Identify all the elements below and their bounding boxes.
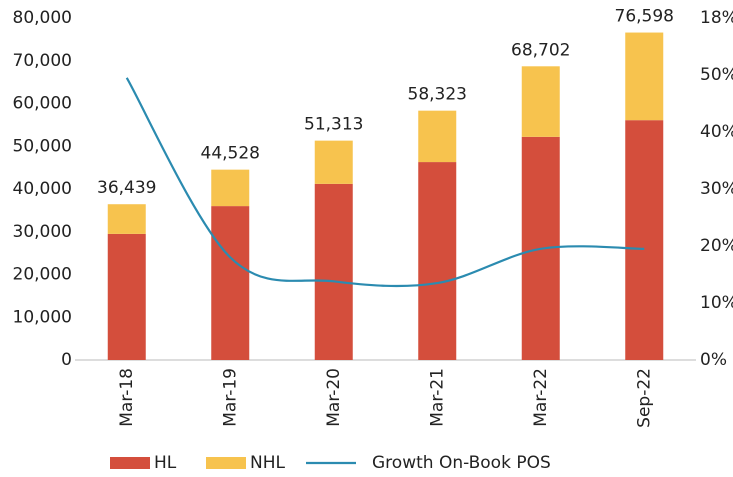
bar-segment (107, 204, 146, 234)
y-tick-label: 80,000 (13, 8, 72, 28)
line (125, 77, 645, 288)
total-label: 36,439 (97, 178, 156, 198)
x-tick-label: Mar-20 (324, 368, 344, 427)
bar-segment (211, 169, 250, 207)
y-tick-label: 40,000 (13, 179, 72, 199)
bar-segment (314, 183, 353, 360)
y2-tick-label: 0% (700, 350, 727, 370)
y2-tick-label: 10% (700, 293, 733, 313)
bar-segment (418, 110, 457, 163)
legend-label: Growth On-Book POS (372, 453, 551, 473)
x-tick-label: Sep-22 (634, 368, 654, 428)
y2-tick-label: 20% (700, 236, 733, 256)
y2-tick-label: 30% (700, 179, 733, 199)
x-tick-label: Mar-21 (427, 368, 447, 427)
y2-tick-label: 50% (700, 65, 733, 85)
y-tick-label: 50,000 (13, 136, 72, 156)
bar-segment (521, 66, 560, 137)
y2-tick-label: 40% (700, 122, 733, 142)
legend-swatch (206, 457, 246, 469)
legend-label: NHL (250, 453, 286, 473)
legend-swatch (110, 457, 150, 469)
total-label: 76,598 (615, 7, 674, 27)
y-tick-label: 60,000 (13, 94, 72, 114)
bar-segment (211, 206, 250, 360)
bar-segment (625, 120, 664, 360)
y-tick-label: 10,000 (13, 307, 72, 327)
total-label: 51,313 (304, 115, 363, 135)
y2-tick-label: 18% (700, 8, 733, 28)
legend-label: HL (154, 453, 177, 473)
x-tick-label: Mar-18 (117, 368, 137, 427)
total-label: 58,323 (408, 85, 467, 105)
y-tick-label: 70,000 (13, 51, 72, 71)
y-tick-label: 30,000 (13, 222, 72, 242)
y-tick-label: 20,000 (13, 265, 72, 285)
bar-segment (625, 32, 664, 121)
x-tick-label: Mar-19 (220, 368, 240, 427)
bar-segment (314, 140, 353, 184)
total-label: 68,702 (511, 40, 570, 60)
total-label: 44,528 (201, 144, 260, 164)
bar-segment (418, 162, 457, 360)
y-tick-label: 0 (61, 350, 72, 370)
bar-segment (107, 233, 146, 360)
x-tick-label: Mar-22 (531, 368, 551, 427)
